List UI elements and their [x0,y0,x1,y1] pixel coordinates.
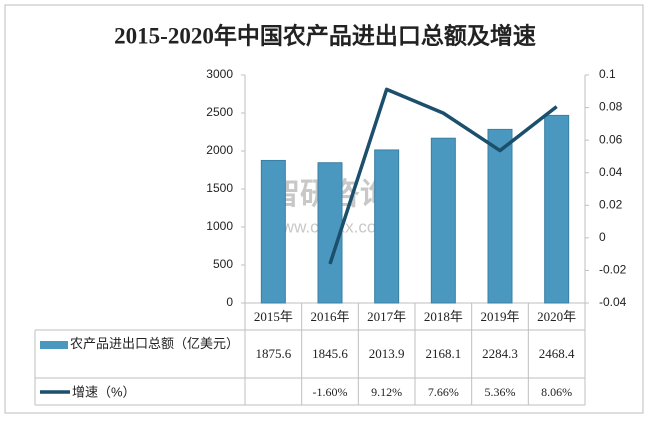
bar [317,162,343,304]
x-tick-label: 2018年 [424,309,463,324]
y2-tick-label: -0.04 [599,295,627,309]
y-tick-label: 500 [213,257,233,271]
y-tick-label: 1500 [206,181,233,195]
y2-tick-label: 0.1 [599,67,616,81]
x-tick-label: 2020年 [537,309,576,324]
table-value: 2168.1 [425,346,461,361]
bar [487,128,513,304]
x-tick-label: 2017年 [367,309,406,324]
legend-swatch [40,341,68,349]
y-tick-label: 0 [226,295,233,309]
bar [374,149,400,304]
table-value: 7.66% [428,385,459,399]
legend-label: 增速（%） [72,384,136,399]
y2-tick-label: 0 [599,230,606,244]
table-value: 1845.6 [312,346,348,361]
x-tick-label: 2019年 [480,309,519,324]
x-tick-label: 2016年 [310,309,349,324]
line [328,87,558,265]
bar [260,159,286,304]
table-value: 2468.4 [539,346,575,361]
table-value: 9.12% [371,385,402,399]
bar [430,137,456,304]
y-tick-label: 3000 [206,67,233,81]
legend-label-box: 农产品进出口总额（亿美元） [70,336,240,351]
table-value: 5.36% [485,385,516,399]
legend-label: 农产品进出口总额（亿美元） [70,336,240,351]
y2-tick-label: 0.08 [599,100,623,114]
bar [544,114,570,304]
y2-tick-label: 0.02 [599,197,623,211]
chart-title: 2015-2020年中国农产品进出口总额及增速 [114,22,536,48]
y-tick-label: 2000 [206,143,233,157]
table-value: 2284.3 [482,346,518,361]
y2-tick-label: 0.04 [599,165,623,179]
table-value: 2013.9 [369,346,405,361]
table-value: 8.06% [541,385,572,399]
table-value: 1875.6 [255,346,291,361]
y2-tick-label: 0.06 [599,132,623,146]
y-tick-label: 2500 [206,105,233,119]
table-value: -1.60% [313,385,348,399]
y2-tick-label: -0.02 [599,263,627,277]
y-tick-label: 1000 [206,219,233,233]
x-tick-label: 2015年 [254,309,293,324]
